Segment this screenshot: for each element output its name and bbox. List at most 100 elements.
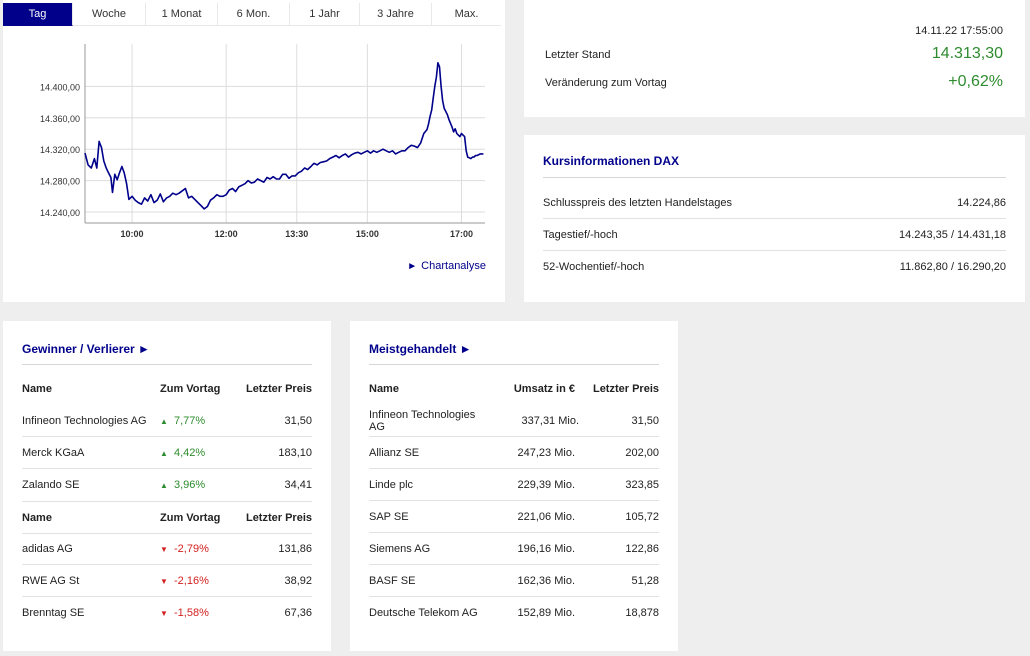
table-row[interactable]: Allianz SE 247,23 Mio. 202,00 xyxy=(369,437,659,469)
stock-name[interactable]: Infineon Technologies AG xyxy=(22,414,147,427)
price-value: 67,36 xyxy=(284,607,312,619)
quote-panel: 14.11.22 17:55:00 Letzter Stand 14.313,3… xyxy=(524,0,1025,117)
stock-name[interactable]: Linde plc xyxy=(369,478,414,491)
last-price-label: Letzter Stand xyxy=(545,49,611,61)
most-traded-title[interactable]: Meistgehandelt ► xyxy=(369,342,472,356)
stock-name[interactable]: BASF SE xyxy=(369,574,416,587)
info-row-daily-range: Tagestief/-hoch 14.243,35 / 14.431,18 xyxy=(543,219,1006,251)
arrow-down-icon: ▼ xyxy=(160,545,168,554)
last-price-value: 14.313,30 xyxy=(931,45,1003,62)
stock-name[interactable]: Allianz SE xyxy=(369,446,420,459)
change-value: 3,96% xyxy=(174,479,206,491)
stock-name[interactable]: Zalando SE xyxy=(22,479,80,491)
change-cell: ▼ -1,58% xyxy=(160,607,238,619)
table-row[interactable]: Merck KGaA ▲ 4,42% 183,10 xyxy=(22,437,312,469)
quote-timestamp: 14.11.22 17:55:00 xyxy=(915,25,1003,37)
table-row[interactable]: Siemens AG 196,16 Mio. 122,86 xyxy=(369,533,659,565)
price-value: 34,41 xyxy=(284,479,312,491)
stock-name[interactable]: Infineon Technologies AG xyxy=(369,408,476,433)
stock-name[interactable]: Merck KGaA xyxy=(22,446,85,459)
col-price: Letzter Preis xyxy=(245,383,312,395)
change-value: -2,79% xyxy=(174,543,209,555)
gainers-losers-title[interactable]: Gewinner / Verlierer ► xyxy=(22,342,150,356)
change-label: Veränderung zum Vortag xyxy=(545,77,667,89)
turnover-value: 337,31 Mio. xyxy=(521,414,580,427)
price-value: 105,72 xyxy=(625,510,659,523)
gainers-losers-table: Name Zum Vortag Letzter Preis Infineon T… xyxy=(22,373,312,629)
price-value: 122,86 xyxy=(625,542,659,555)
table-header: Name Zum Vortag Letzter Preis xyxy=(22,373,312,405)
table-row[interactable]: Infineon Technologies AG ▲ 7,77% 31,50 xyxy=(22,405,312,437)
y-tick-label: 14.280,00 xyxy=(40,177,80,187)
x-tick-label: 12:00 xyxy=(215,229,238,239)
chart-panel: Tag Woche 1 Monat 6 Mon. 1 Jahr 3 Jahre … xyxy=(3,0,505,302)
change-value: -1,58% xyxy=(174,607,209,619)
tab-tag[interactable]: Tag xyxy=(3,3,73,26)
stock-name[interactable]: adidas AG xyxy=(22,543,73,555)
title-divider xyxy=(543,177,1006,178)
info-value: 14.243,35 / 14.431,18 xyxy=(898,228,1006,241)
turnover-value: 229,39 Mio. xyxy=(517,478,575,491)
price-info-title: Kursinformationen DAX xyxy=(543,154,680,168)
info-value: 11.862,80 / 16.290,20 xyxy=(899,261,1006,273)
title-divider xyxy=(369,364,659,365)
tab-1-jahr[interactable]: 1 Jahr xyxy=(290,3,360,26)
table-header: Name Zum Vortag Letzter Preis xyxy=(22,501,312,533)
table-row[interactable]: adidas AG ▼ -2,79% 131,86 xyxy=(22,533,312,565)
change-row: Veränderung zum Vortag +0,62% xyxy=(545,73,1003,91)
info-row-close: Schlusspreis des letzten Handelstages 14… xyxy=(543,187,1006,219)
change-value: +0,62% xyxy=(948,73,1003,90)
col-name: Name xyxy=(22,511,52,524)
col-price: Letzter Preis xyxy=(592,383,659,395)
stock-name[interactable]: Brenntag SE xyxy=(22,607,85,619)
y-tick-label: 14.400,00 xyxy=(40,82,80,92)
play-arrow-icon: ► xyxy=(407,261,418,272)
info-row-52w-range: 52-Wochentief/-hoch 11.862,80 / 16.290,2… xyxy=(543,251,1006,283)
arrow-down-icon: ▼ xyxy=(160,609,168,618)
tab-3-jahre[interactable]: 3 Jahre xyxy=(360,3,432,26)
change-value: 7,77% xyxy=(174,414,206,427)
x-tick-label: 13:30 xyxy=(285,229,308,239)
col-name: Name xyxy=(369,383,399,395)
price-value: 31,50 xyxy=(631,414,659,427)
turnover-value: 196,16 Mio. xyxy=(517,542,575,555)
title-divider xyxy=(22,364,312,365)
col-change: Zum Vortag xyxy=(160,511,221,524)
arrow-up-icon: ▲ xyxy=(160,448,168,458)
stock-name[interactable]: RWE AG St xyxy=(22,574,80,587)
table-row[interactable]: Deutsche Telekom AG 152,89 Mio. 18,878 xyxy=(369,597,659,629)
table-row[interactable]: BASF SE 162,36 Mio. 51,28 xyxy=(369,565,659,597)
info-value: 14.224,86 xyxy=(957,196,1006,209)
table-row[interactable]: SAP SE 221,06 Mio. 105,72 xyxy=(369,501,659,533)
table-row[interactable]: Brenntag SE ▼ -1,58% 67,36 xyxy=(22,597,312,629)
tab-max[interactable]: Max. xyxy=(432,3,501,26)
tab-woche[interactable]: Woche xyxy=(73,3,146,26)
table-row[interactable]: Linde plc 229,39 Mio. 323,85 xyxy=(369,469,659,501)
price-value: 202,00 xyxy=(625,446,659,459)
y-tick-label: 14.240,00 xyxy=(40,208,80,218)
change-value: -2,16% xyxy=(174,574,209,587)
col-name: Name xyxy=(22,383,52,395)
tab-6-mon[interactable]: 6 Mon. xyxy=(218,3,290,26)
turnover-value: 247,23 Mio. xyxy=(517,446,575,459)
chartanalyse-link[interactable]: ► Chartanalyse xyxy=(407,260,486,272)
stock-name[interactable]: Deutsche Telekom AG xyxy=(369,607,478,619)
price-series-line xyxy=(84,62,484,210)
arrow-down-icon: ▼ xyxy=(160,576,168,586)
y-tick-label: 14.360,00 xyxy=(40,114,80,124)
info-label: 52-Wochentief/-hoch xyxy=(543,261,645,273)
col-change: Zum Vortag xyxy=(160,383,221,395)
stock-name[interactable]: Siemens AG xyxy=(369,542,431,555)
change-cell: ▲ 7,77% xyxy=(160,415,238,427)
most-traded-panel: Meistgehandelt ► Name Umsatz in € Letzte… xyxy=(350,321,678,651)
table-row[interactable]: RWE AG St ▼ -2,16% 38,92 xyxy=(22,565,312,597)
stock-name[interactable]: SAP SE xyxy=(369,510,409,523)
arrow-up-icon: ▲ xyxy=(160,416,168,426)
col-turnover: Umsatz in € xyxy=(513,383,575,395)
table-row[interactable]: Zalando SE ▲ 3,96% 34,41 xyxy=(22,469,312,501)
price-value: 51,28 xyxy=(631,574,659,587)
tab-1-monat[interactable]: 1 Monat xyxy=(146,3,218,26)
table-row[interactable]: Infineon Technologies AG 337,31 Mio. 31,… xyxy=(369,405,659,437)
arrow-up-icon: ▲ xyxy=(160,481,168,490)
turnover-value: 221,06 Mio. xyxy=(517,510,575,523)
